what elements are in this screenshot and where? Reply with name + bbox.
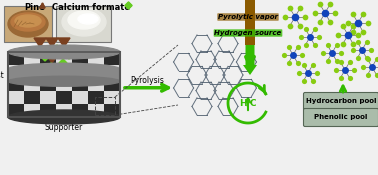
FancyArrow shape xyxy=(243,45,257,75)
Polygon shape xyxy=(65,51,73,59)
Polygon shape xyxy=(40,46,52,55)
Text: Pine: Pine xyxy=(24,3,45,12)
Polygon shape xyxy=(52,46,64,55)
Text: Catalyst: Catalyst xyxy=(0,71,4,80)
Bar xyxy=(72,52,88,65)
FancyArrow shape xyxy=(243,0,257,45)
Bar xyxy=(8,52,24,65)
Polygon shape xyxy=(46,38,58,47)
Ellipse shape xyxy=(8,76,120,86)
Bar xyxy=(40,52,56,65)
Text: Calcium formate: Calcium formate xyxy=(52,3,130,12)
Bar xyxy=(104,104,120,117)
Ellipse shape xyxy=(62,8,106,36)
Bar xyxy=(104,91,120,104)
FancyBboxPatch shape xyxy=(4,6,52,42)
Ellipse shape xyxy=(11,13,45,31)
Bar xyxy=(40,104,56,117)
Bar xyxy=(72,91,88,104)
Bar xyxy=(8,104,24,117)
Ellipse shape xyxy=(8,110,120,124)
Bar xyxy=(88,78,104,91)
Bar xyxy=(56,78,72,91)
Bar xyxy=(40,65,56,78)
Bar xyxy=(88,65,104,78)
Bar xyxy=(40,91,56,104)
Ellipse shape xyxy=(8,63,120,75)
FancyBboxPatch shape xyxy=(304,108,378,127)
Bar xyxy=(24,104,40,117)
Bar xyxy=(72,104,88,117)
Text: Supporter: Supporter xyxy=(45,123,83,132)
FancyBboxPatch shape xyxy=(56,6,111,42)
Bar xyxy=(72,78,88,91)
Text: Hydrocarbon pool: Hydrocarbon pool xyxy=(306,99,376,104)
FancyBboxPatch shape xyxy=(304,93,378,110)
Bar xyxy=(88,91,104,104)
Bar xyxy=(24,91,40,104)
Ellipse shape xyxy=(8,11,48,37)
Bar xyxy=(56,104,72,117)
Bar xyxy=(104,78,120,91)
Text: H/C: H/C xyxy=(239,99,257,107)
Bar xyxy=(8,91,24,104)
Bar xyxy=(104,52,120,65)
Polygon shape xyxy=(59,59,67,67)
Bar xyxy=(56,52,72,65)
Bar xyxy=(56,91,72,104)
Bar xyxy=(8,52,120,117)
Polygon shape xyxy=(53,45,61,53)
Bar xyxy=(8,65,24,78)
Polygon shape xyxy=(34,38,46,47)
Polygon shape xyxy=(47,63,55,71)
Text: Pyrolysis: Pyrolysis xyxy=(130,76,164,85)
Bar xyxy=(88,104,104,117)
Text: Hydrogen source: Hydrogen source xyxy=(214,30,282,36)
Bar xyxy=(24,78,40,91)
Bar xyxy=(88,52,104,65)
Ellipse shape xyxy=(78,14,98,24)
Bar xyxy=(56,65,72,78)
Bar xyxy=(95,97,115,115)
Bar xyxy=(104,65,120,78)
Bar xyxy=(8,78,24,91)
Bar xyxy=(24,52,40,65)
Ellipse shape xyxy=(8,45,120,59)
Polygon shape xyxy=(41,53,49,61)
Text: Phenolic pool: Phenolic pool xyxy=(314,114,368,121)
Text: Pyrolytic vapor: Pyrolytic vapor xyxy=(218,14,278,20)
Ellipse shape xyxy=(15,15,41,27)
Bar xyxy=(24,65,40,78)
Ellipse shape xyxy=(68,11,100,29)
Polygon shape xyxy=(46,54,58,63)
Bar xyxy=(72,65,88,78)
Bar xyxy=(8,69,120,81)
Polygon shape xyxy=(58,38,70,47)
Bar xyxy=(40,78,56,91)
